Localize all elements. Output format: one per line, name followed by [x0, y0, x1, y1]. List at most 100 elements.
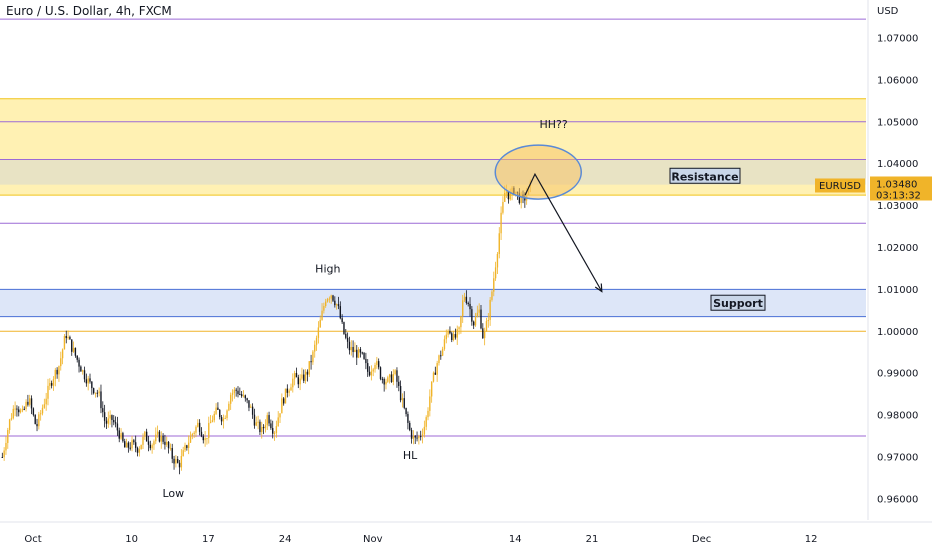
candle-body	[297, 377, 299, 385]
y-tick-label: 1.02000	[877, 243, 918, 254]
candle-body	[321, 310, 323, 320]
candle-body	[98, 391, 100, 394]
candle-body	[16, 408, 18, 410]
candle-body	[102, 408, 104, 413]
x-axis-ticks[interactable]: Oct 10 17 24 Nov 14 21 Dec 12	[24, 534, 817, 545]
candle-body	[63, 336, 66, 350]
candle-body	[272, 428, 274, 434]
candle-body	[52, 379, 55, 386]
candle-body	[65, 336, 67, 339]
candle-body	[493, 278, 495, 292]
candle-body	[83, 370, 86, 380]
candle-body	[19, 410, 22, 413]
y-tick-label: 0.99000	[877, 369, 918, 380]
candle-body	[69, 336, 71, 340]
candle-body	[357, 349, 360, 358]
candle-body	[39, 413, 42, 415]
candle-body	[418, 436, 420, 439]
candle-body	[27, 401, 29, 405]
candle-body	[246, 398, 248, 401]
candle-body	[10, 418, 13, 420]
y-tick-label: 0.96000	[877, 494, 918, 505]
candle-body	[334, 300, 336, 306]
candle-body	[308, 361, 310, 375]
candle-body	[219, 409, 221, 417]
support-label: Support	[713, 297, 763, 310]
chart-title: Euro / U.S. Dollar, 4h, FXCM	[6, 4, 172, 18]
candle-body	[175, 459, 177, 464]
candle-body	[250, 406, 252, 408]
candle-body	[109, 415, 111, 419]
candle-body	[273, 433, 276, 435]
candle-body	[284, 388, 287, 404]
candle-body	[445, 334, 447, 340]
candle-body	[314, 344, 316, 352]
candle-body	[438, 355, 440, 364]
candle-body	[430, 381, 433, 397]
x-tick-label: Nov	[363, 534, 383, 545]
candle-body	[518, 193, 521, 203]
hl-label: HL	[403, 449, 418, 462]
candle-body	[118, 430, 120, 439]
candle-body	[421, 434, 424, 437]
candle-body	[147, 441, 150, 445]
candle-body	[124, 441, 126, 448]
candle-body	[367, 363, 369, 372]
candle-body	[387, 377, 389, 382]
currency-label: USD	[877, 6, 899, 17]
candle-body	[237, 390, 239, 395]
candle-body	[458, 327, 460, 330]
candle-body	[257, 421, 259, 423]
candle-body	[215, 407, 217, 414]
candle-body	[341, 318, 343, 323]
candle-body	[239, 394, 241, 396]
candle-body	[504, 192, 506, 202]
y-tick-label: 1.04000	[877, 159, 918, 170]
projection-arrow	[524, 172, 603, 292]
symbol-tag	[815, 178, 865, 193]
candle-body	[78, 359, 80, 367]
candle-body	[524, 196, 526, 201]
candle-body	[96, 392, 99, 394]
hh-label: HH??	[539, 118, 567, 131]
candle-body	[149, 444, 152, 449]
candle-body	[131, 440, 133, 449]
x-tick-label: 10	[125, 534, 138, 545]
candle-body	[381, 378, 384, 380]
y-axis-ticks[interactable]: 1.07000 1.06000 1.05000 1.04000 1.03000 1.020…	[877, 34, 918, 506]
candle-body	[197, 422, 199, 427]
x-tick-label: Oct	[24, 534, 41, 545]
candle-body	[482, 328, 484, 339]
candle-body	[494, 267, 497, 279]
candles-layer	[1, 179, 532, 475]
candle-body	[67, 336, 69, 339]
candle-body	[407, 414, 409, 423]
candle-body	[356, 349, 358, 358]
candle-body	[456, 329, 458, 338]
candle-body	[23, 408, 25, 410]
candle-body	[377, 361, 380, 368]
candle-body	[45, 398, 47, 405]
candle-body	[186, 445, 188, 448]
candle-body	[279, 413, 281, 418]
candle-body	[36, 424, 38, 427]
candle-body	[195, 426, 197, 433]
candle-body	[5, 442, 7, 451]
candle-body	[288, 390, 290, 393]
candle-body	[319, 319, 321, 328]
candle-body	[211, 420, 214, 422]
candle-body	[398, 381, 400, 386]
candle-body	[496, 253, 499, 268]
candle-body	[133, 440, 135, 443]
candle-body	[434, 372, 437, 375]
candle-body	[248, 400, 250, 408]
high-label: High	[315, 263, 340, 276]
candle-body	[202, 436, 204, 441]
candle-body	[432, 372, 435, 382]
candle-body	[485, 321, 488, 332]
candle-body	[60, 358, 62, 367]
x-tick-label: Dec	[692, 534, 711, 545]
candle-body	[399, 385, 402, 401]
candle-body	[129, 447, 131, 449]
candle-body	[520, 194, 522, 203]
